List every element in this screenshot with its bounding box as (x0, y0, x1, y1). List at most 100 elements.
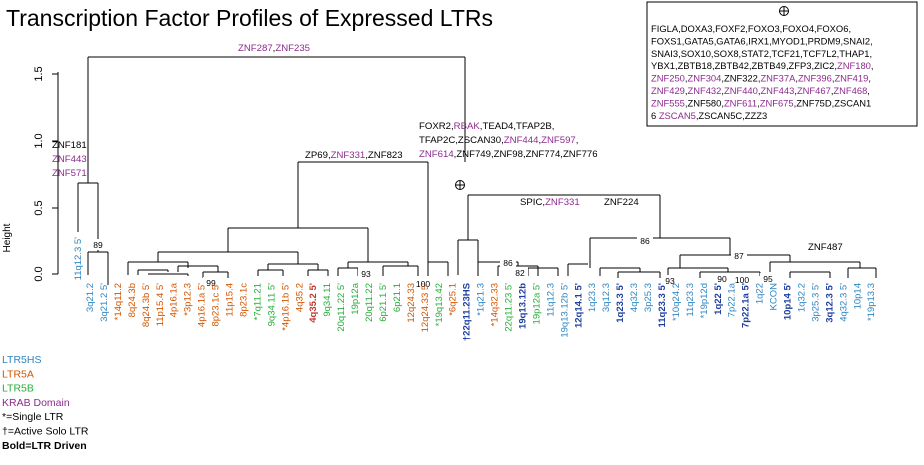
bootstrap-box (358, 268, 374, 279)
tf-name: ZNF419 (834, 73, 868, 84)
tf-name: ZNF304 (687, 73, 721, 84)
annotation-line: ZNF614,ZNF749,ZNF98,ZNF774,ZNF776 (419, 149, 598, 160)
tf-name: SPIC, (520, 197, 545, 208)
leaf-label-19p12a: 19p12a (350, 282, 361, 314)
tf-name: ,TEAD4,TFAP2B, (480, 121, 555, 132)
tf-name: , (273, 43, 276, 54)
leaf-label-3q21-2: 3q21.2 (85, 283, 96, 312)
tf-name: ZNF396 (798, 73, 832, 84)
annotation-line: ZNF571 (52, 168, 87, 179)
leaf-label-14q32-33: *14q32.33 (490, 283, 501, 326)
legend-entry-single-ltr: *=Single LTR (2, 411, 64, 423)
bootstrap-value: 86 (503, 258, 513, 268)
tf-name: ,ZNF75D,ZSCAN1 (794, 97, 872, 108)
tf-name: ZNF444 (504, 135, 539, 146)
leaf-label-11q23-3: 11q23.3 (685, 283, 696, 317)
leaf-label-12q24-33: 12q24.33 (406, 283, 417, 323)
annotation-line: TFAP2C,ZSCAN30,ZNF444,ZNF597, (419, 135, 578, 146)
tf-name: YBX1,ZBTB18,ZBTB42,ZBTB49,ZFP3,ZIC2, (651, 60, 837, 71)
tf-name: ZNF597 (541, 135, 576, 146)
dendrogram-branches (77, 56, 877, 285)
leaf-label-19p12d: *19p12d (699, 283, 710, 318)
tf-name: , (328, 150, 331, 161)
leaf-label-12q14-1-5: 12q14.1 5' (573, 283, 584, 328)
tf-name: ,ZNF749,ZNF98,ZNF774,ZNF776 (454, 149, 598, 160)
leaf-label-22q11-23-5: 22q11.23 5' (504, 283, 515, 332)
annotation-line: ZNF181 (52, 140, 87, 151)
leaf-label-1q23-3-5: 1q23.3 5' (615, 283, 626, 323)
tf-name: ZNF429 (651, 85, 685, 96)
tf-name: , (832, 73, 835, 84)
tf-name: SNAI3,SOX10,SOX8,STAT2,TCF21,TCF7L2,THAP… (651, 48, 872, 59)
tf-name: ZP69 (305, 150, 328, 161)
leaf-label-4q32-3-5: 4q32.3 5' (838, 283, 849, 322)
leaf-label-4q35-2: 4q35.2 (294, 283, 305, 312)
node-markers (455, 180, 465, 190)
leaf-label-20q11-22-5: 20q11.22 5' (336, 283, 347, 332)
tf-name: ZNF611 (724, 97, 757, 108)
legend-entry-ltr5hs: LTR5HS (2, 354, 41, 366)
annotation-zp69-group: ZP69,ZNF331,ZNF823 (305, 150, 403, 161)
leaf-label-1q21-3: *1q21.3 (476, 283, 487, 316)
bootstrap-box (662, 275, 678, 286)
bootstrap-value: 95 (763, 274, 773, 284)
y-tick-1: 0.5 (33, 200, 45, 215)
tf-name: ZNF331 (331, 150, 366, 161)
tf-name: , (757, 97, 760, 108)
leaf-label-6p21-1: 6p21.1 (392, 283, 403, 312)
tf-name: ZNF443 (760, 85, 794, 96)
leaf-label-8q24-3b: 8q24.3b (127, 283, 138, 317)
bootstrap-value: 82 (515, 268, 525, 278)
annotation-line: ZNF555,ZNF580,ZNF611,ZNF675,ZNF75D,ZSCAN… (651, 97, 871, 108)
tf-name: ZNF571 (52, 168, 87, 179)
bootstrap-box (714, 273, 730, 284)
bootstrap-value: 86 (640, 236, 650, 246)
tf-name: ZNF555 (651, 97, 685, 108)
bootstrap-value: 99 (206, 278, 216, 288)
bootstrap-value: 87 (734, 251, 744, 261)
annotation-znf487: ZNF487 (808, 242, 843, 253)
annotation-line: FIGLA,DOXA3,FOXF2,FOXO3,FOXO4,FOXO6, (651, 23, 851, 34)
annotation-line: ZNF429,ZNF432,ZNF440,ZNF443,ZNF467,ZNF46… (651, 85, 870, 96)
leaf-label-22q11-23hs: †22q11.23HS (462, 283, 473, 341)
leaf-label-19q13-42: *19q13.42 (434, 283, 445, 326)
y-tick-0: 0.0 (33, 266, 45, 281)
leaf-label-14q11-2: *14q11.2 (113, 283, 124, 320)
tf-list-box: FIGLA,DOXA3,FOXF2,FOXO3,FOXO4,FOXO6,FOXS… (646, 1, 918, 127)
tf-name: ZNF614 (419, 149, 454, 160)
leaf-label-kcon: KCON (769, 283, 780, 311)
tf-name: ,ZNF322, (721, 73, 760, 84)
tf-name: ZNF287 (238, 43, 273, 54)
tf-name: , (576, 135, 579, 146)
tf-name: ZNF468 (833, 85, 867, 96)
tf-name: 6 (651, 110, 659, 121)
tf-name: , (867, 85, 870, 96)
bootstrap-value: 90 (717, 274, 727, 284)
leaf-label-10p14-5: 10p14 5' (783, 283, 794, 320)
bootstrap-box (500, 257, 516, 268)
leaf-label-9q34-11: 9q34.11 (322, 283, 333, 317)
leaf-label-7q11-21: *7q11.21 (252, 283, 263, 320)
annotation-line: FOXR2,RBAK,TEAD4,TFAP2B, (419, 121, 554, 132)
y-tick-3: 1.5 (33, 66, 45, 81)
tf-name: ,ZNF823 (365, 150, 402, 161)
tf-name: , (685, 85, 688, 96)
tf-name: , (721, 85, 724, 96)
tf-name: , (795, 73, 798, 84)
bootstrap-value: 100 (416, 279, 430, 289)
leaf-label-19p13-3: *19p13.3 (866, 283, 877, 321)
bootstrap-box (415, 278, 431, 289)
figure-title: Transcription Factor Profiles of Express… (6, 5, 493, 31)
bootstrap-value: 100 (735, 275, 749, 285)
leaf-label-1q22: 1q22 (755, 283, 766, 304)
tf-name: ZNF443 (52, 154, 87, 165)
bootstrap-box (203, 277, 219, 288)
leaf-label-20q11-22: 20q11.22 (364, 283, 375, 322)
tf-name: FIGLA,DOXA3,FOXF2,FOXO3,FOXO4,FOXO6, (651, 23, 851, 34)
tf-name: , (868, 73, 871, 84)
tf-name: , (538, 135, 541, 146)
annotation-znf181-group: ZNF181 ZNF443 ZNF571 (52, 140, 87, 179)
tf-name: ZNF440 (724, 85, 758, 96)
leaf-label-11q12-3: 11q12.3 (545, 283, 556, 317)
